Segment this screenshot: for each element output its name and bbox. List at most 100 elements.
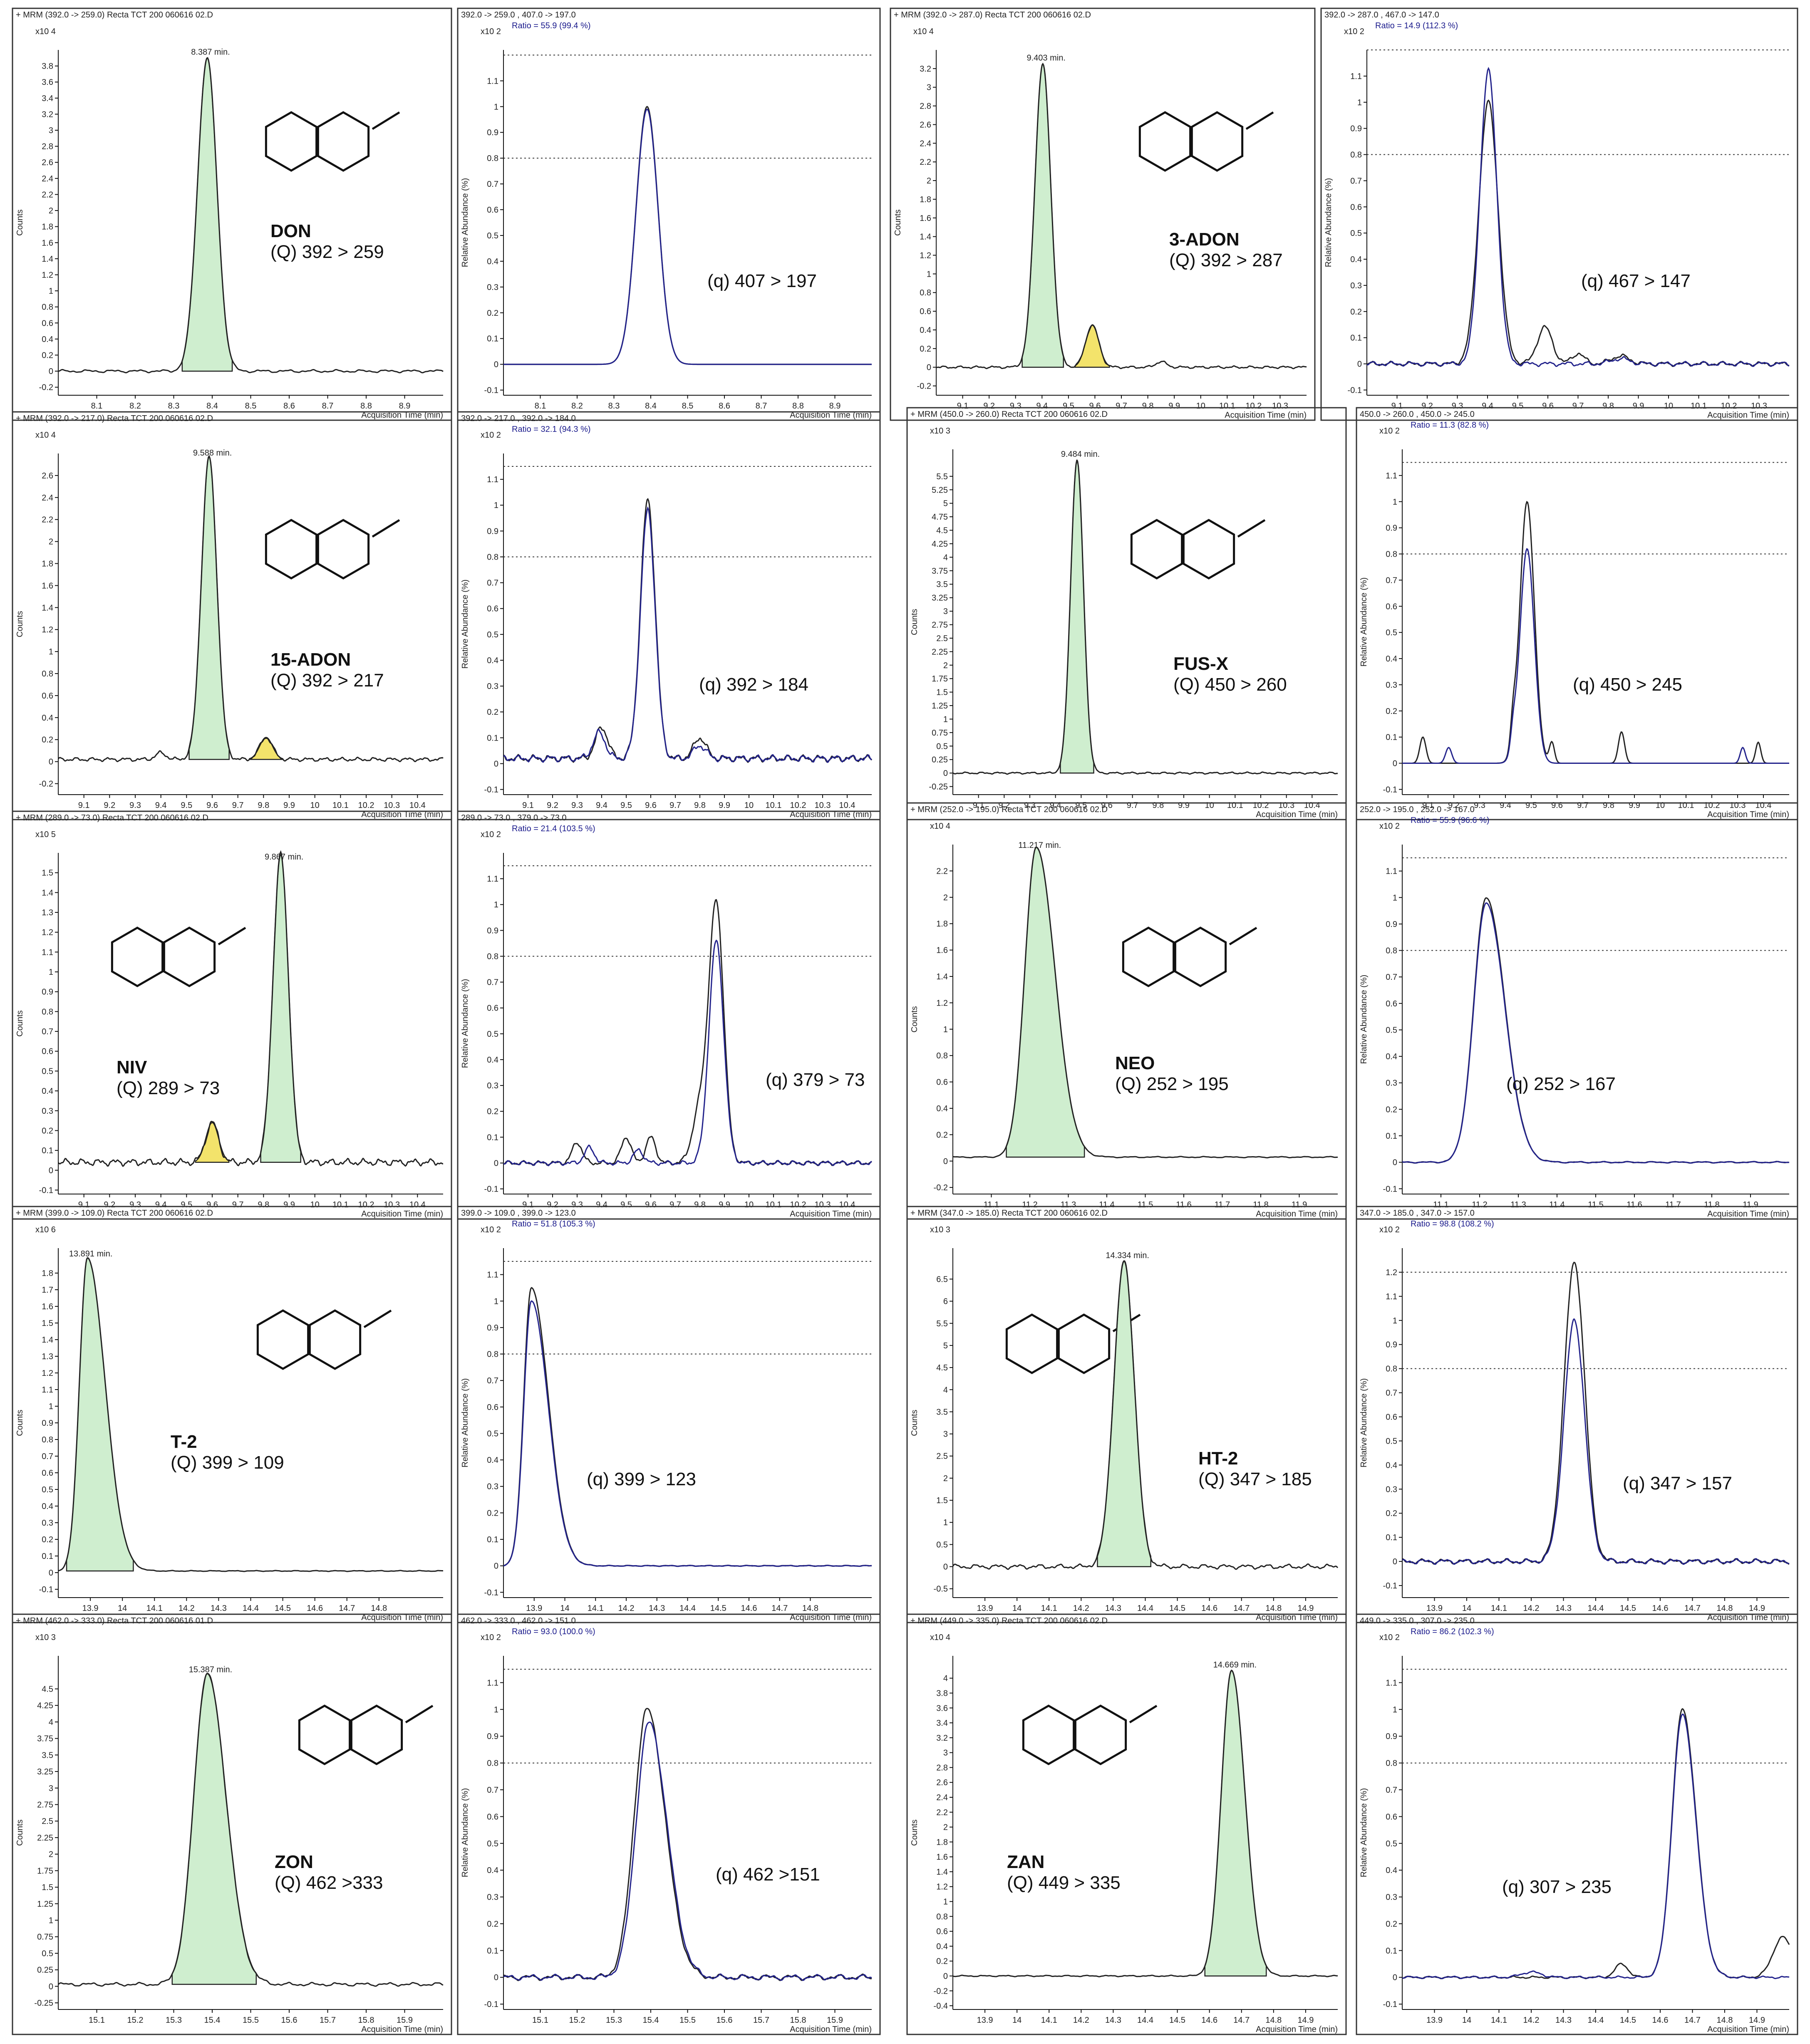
x-axis-label: Acquisition Time (min) bbox=[1707, 1209, 1789, 1219]
y-tick-label: 2.8 bbox=[936, 1763, 948, 1772]
x-tick-label: 9.8 bbox=[1142, 401, 1154, 411]
chromatogram-trace bbox=[952, 1669, 1338, 1977]
mrm-transition-label: (q) 467 > 147 bbox=[1581, 271, 1691, 291]
x-tick-label: 9.1 bbox=[522, 801, 534, 810]
y-tick-label: 0.8 bbox=[487, 1759, 498, 1768]
panel-header: 392.0 -> 217.0 , 392.0 -> 184.0 bbox=[461, 414, 576, 423]
x-axis-label: Acquisition Time (min) bbox=[1256, 1613, 1338, 1622]
x-tick-label: 11.3 bbox=[1061, 1200, 1076, 1209]
panel-header: 289.0 -> 73.0 , 379.0 -> 73.0 bbox=[461, 813, 567, 823]
y-tick-label: 3.75 bbox=[932, 567, 948, 576]
panel-header: 347.0 -> 185.0 , 347.0 -> 157.0 bbox=[1360, 1209, 1475, 1218]
compound-name: NIV bbox=[117, 1057, 147, 1078]
mrm-transition-label: (q) 407 > 197 bbox=[707, 271, 817, 291]
y-tick-label: 3.2 bbox=[920, 64, 931, 74]
y-tick-label: 1.6 bbox=[936, 946, 948, 955]
x-tick-label: 14.4 bbox=[1588, 1604, 1604, 1613]
panel-header: 462.0 -> 333.0 , 462.0 -> 151.0 bbox=[461, 1616, 576, 1625]
y-tick-label: 0.6 bbox=[42, 1047, 53, 1056]
mrm-transition-label: (Q) 450 > 260 bbox=[1173, 674, 1287, 695]
y-tick-label: 0.75 bbox=[37, 1933, 53, 1942]
y-tick-label: 0.5 bbox=[487, 1839, 498, 1848]
ratio-label: Ratio = 93.0 (100.0 %) bbox=[512, 1627, 595, 1636]
chromatogram-trace bbox=[57, 455, 444, 763]
y-tick-label: 2.2 bbox=[936, 1808, 948, 1817]
x-tick-label: 9.4 bbox=[1482, 401, 1493, 411]
chromatogram-panel: + MRM (399.0 -> 109.0) Recta TCT 200 060… bbox=[12, 1206, 452, 1623]
x-tick-label: 9.5 bbox=[620, 1200, 632, 1209]
ratio-label: Ratio = 51.8 (105.3 %) bbox=[512, 1219, 595, 1229]
chromatogram-panel: 462.0 -> 333.0 , 462.0 -> 151.0 Ratio = 9… bbox=[457, 1613, 881, 2035]
mrm-transition-label: (Q) 399 > 109 bbox=[171, 1452, 284, 1473]
y-tick-label: 0.6 bbox=[487, 1004, 498, 1013]
x-tick-label: 8.7 bbox=[322, 401, 334, 411]
x-tick-label: 14.9 bbox=[1297, 2016, 1314, 2025]
x-tick-label: 15.9 bbox=[827, 2016, 843, 2025]
x-tick-label: 14.4 bbox=[1137, 2016, 1153, 2025]
x-tick-label: 8.3 bbox=[168, 401, 180, 411]
y-tick-label: 0.1 bbox=[487, 334, 498, 344]
y-tick-label: 0.6 bbox=[920, 307, 931, 316]
y-tick-label: 0 bbox=[943, 769, 948, 778]
x-tick-label: 9.8 bbox=[694, 801, 706, 810]
panel-header: + MRM (392.0 -> 217.0) Recta TCT 200 060… bbox=[16, 414, 213, 423]
x-tick-label: 14.9 bbox=[1297, 1604, 1314, 1613]
x-tick-label: 9.6 bbox=[206, 801, 218, 810]
panel-header: + MRM (252.0 -> 195.0) Recta TCT 200 060… bbox=[910, 805, 1108, 814]
x-tick-label: 14.1 bbox=[1041, 2016, 1057, 2025]
y-tick-label: 0 bbox=[943, 1563, 948, 1572]
y-tick-label: 1.2 bbox=[42, 625, 53, 634]
x-tick-label: 9.8 bbox=[1602, 401, 1614, 411]
y-tick-label: 0.3 bbox=[1386, 1485, 1397, 1494]
panel-frame bbox=[906, 1206, 1347, 1623]
x-tick-label: 10 bbox=[1205, 801, 1214, 810]
x-tick-label: 9.3 bbox=[129, 1200, 141, 1209]
x-axis-label: Acquisition Time (min) bbox=[790, 411, 872, 420]
x-tick-label: 15.1 bbox=[89, 2016, 105, 2025]
mrm-transition-label: (Q) 289 > 73 bbox=[117, 1078, 220, 1098]
x-tick-label: 14.2 bbox=[618, 1604, 635, 1613]
y-axis-label: Relative Abundance (%) bbox=[1359, 1788, 1369, 1878]
qualifier-trace bbox=[503, 506, 872, 763]
y-tick-label: 0 bbox=[494, 360, 498, 369]
y-tick-label: 0 bbox=[49, 1568, 53, 1578]
ratio-label: Ratio = 55.9 (99.4 %) bbox=[512, 21, 591, 30]
x-tick-label: 13.9 bbox=[526, 1604, 542, 1613]
x-tick-label: 8.8 bbox=[360, 401, 372, 411]
chromatogram-panel: + MRM (462.0 -> 333.0) Recta TCT 200 060… bbox=[12, 1613, 452, 2035]
panel-frame bbox=[906, 802, 1347, 1220]
y-tick-label: 1 bbox=[494, 900, 498, 909]
y-tick-label: 0.2 bbox=[936, 1957, 948, 1966]
y-tick-label: 1.1 bbox=[487, 77, 498, 86]
y-tick-label: 0.5 bbox=[487, 630, 498, 639]
x-tick-label: 8.1 bbox=[91, 401, 103, 411]
x-tick-label: 15.3 bbox=[606, 2016, 622, 2025]
y-tick-label: 0.1 bbox=[487, 1133, 498, 1142]
y-tick-label: 0.4 bbox=[1386, 1866, 1397, 1875]
x-tick-label: 14.5 bbox=[1169, 2016, 1185, 2025]
y-tick-label: 0.8 bbox=[1350, 151, 1362, 160]
y-tick-label: 1.5 bbox=[42, 1319, 53, 1328]
x-tick-label: 14.3 bbox=[649, 1604, 665, 1613]
chromatogram-panel: + MRM (347.0 -> 185.0) Recta TCT 200 060… bbox=[906, 1206, 1347, 1623]
y-exponent: x10 2 bbox=[481, 1633, 501, 1642]
x-tick-label: 9.6 bbox=[1542, 401, 1554, 411]
qualifier-trace bbox=[1402, 1318, 1790, 1565]
panel-frame bbox=[457, 810, 881, 1220]
x-tick-label: 10.2 bbox=[1253, 801, 1269, 810]
x-tick-label: 10 bbox=[1196, 401, 1205, 411]
x-tick-label: 15.1 bbox=[532, 2016, 548, 2025]
y-tick-label: 1 bbox=[1393, 498, 1397, 507]
structure-ring bbox=[111, 927, 164, 987]
y-tick-label: -0.1 bbox=[484, 386, 498, 395]
y-tick-label: 0.8 bbox=[1386, 946, 1397, 956]
structure-ring bbox=[317, 519, 370, 580]
y-tick-label: 1.2 bbox=[936, 998, 948, 1008]
panel-frame bbox=[12, 411, 452, 820]
y-axis-label: Relative Abundance (%) bbox=[461, 580, 470, 669]
y-exponent: x10 6 bbox=[35, 1225, 56, 1234]
y-tick-label: 2 bbox=[943, 661, 948, 670]
y-exponent: x10 5 bbox=[35, 830, 56, 839]
